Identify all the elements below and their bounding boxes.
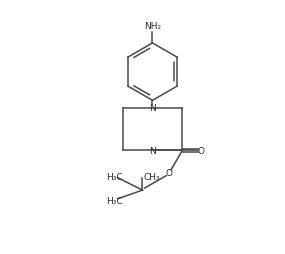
Text: O: O xyxy=(165,168,172,178)
Text: H₃C: H₃C xyxy=(106,172,123,181)
Text: O: O xyxy=(198,146,205,155)
Text: NH₂: NH₂ xyxy=(144,22,161,31)
Text: N: N xyxy=(149,104,156,113)
Text: N: N xyxy=(149,146,156,155)
Text: CH₃: CH₃ xyxy=(144,172,160,181)
Text: H₃C: H₃C xyxy=(106,196,123,205)
